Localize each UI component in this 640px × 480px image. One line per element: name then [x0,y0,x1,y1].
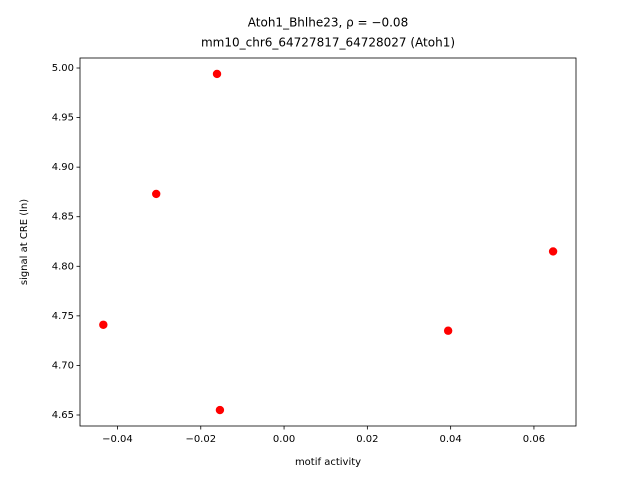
plot-frame [79,57,577,427]
y-tick-label: 4.95 [52,113,74,124]
point [99,320,108,329]
y-axis-label: signal at CRE (ln) [19,199,30,285]
point [212,69,222,79]
x-tick-label: 0.00 [273,434,295,445]
chart-subtitle: mm10_chr6_64727817_64728027 (Atoh1) [201,36,455,50]
y-tick-label: 4.85 [52,212,74,223]
y-tick-label: 4.90 [52,162,74,173]
x-tick-label: −0.04 [102,434,133,445]
point [548,247,558,256]
point [215,405,225,415]
point [443,326,453,335]
x-tick-label: 0.02 [356,434,378,445]
y-tick-label: 4.65 [52,410,74,421]
chart-title: Atoh1_Bhlhe23, ρ = −0.08 [248,16,408,30]
x-tick-label: −0.02 [185,434,216,445]
y-tick-label: 4.80 [52,261,74,272]
x-tick-label: 0.06 [523,434,545,445]
x-tick-label: 0.04 [440,434,462,445]
y-tick-label: 4.75 [52,311,74,322]
point [152,189,161,199]
y-tick-label: 4.70 [52,360,74,371]
y-tick-label: 5.00 [52,63,74,74]
x-axis-label: motif activity [295,457,361,468]
